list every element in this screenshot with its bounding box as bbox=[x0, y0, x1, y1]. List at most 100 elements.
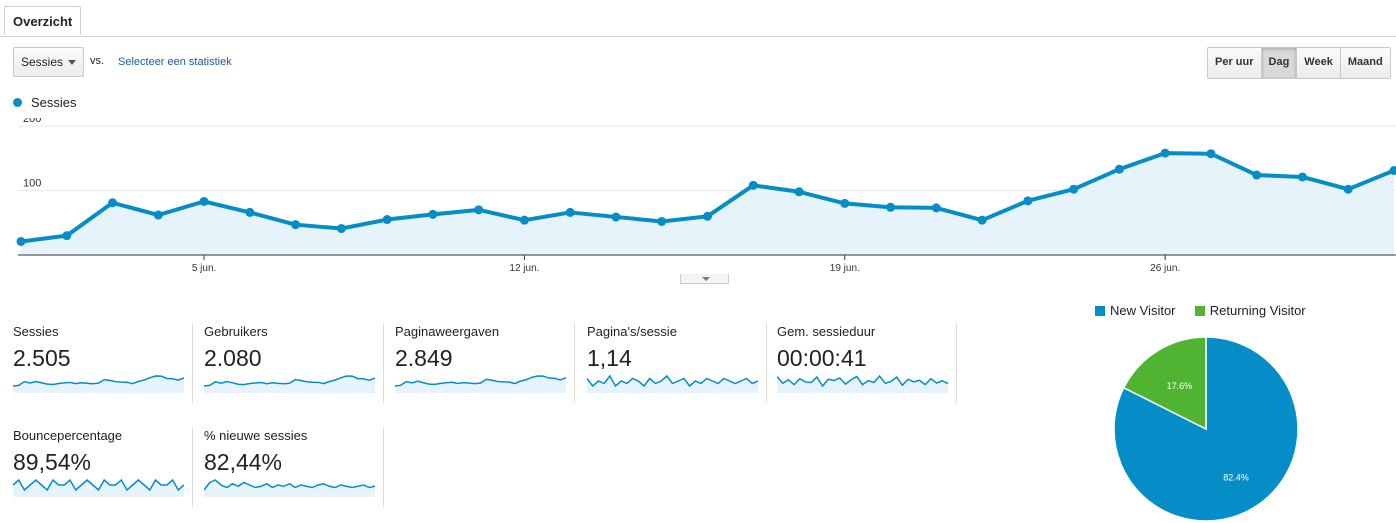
divider bbox=[383, 323, 384, 403]
divider bbox=[766, 323, 767, 403]
data-point bbox=[565, 207, 575, 217]
metric-value: 2.505 bbox=[13, 345, 71, 371]
metric-selector-label: Sessies bbox=[21, 55, 64, 69]
pie-slice-label: 82.4% bbox=[1223, 473, 1249, 483]
metric-value: 00:00:41 bbox=[777, 345, 867, 371]
chart-resize-handle[interactable] bbox=[680, 274, 729, 284]
data-point bbox=[886, 202, 896, 212]
legend-swatch-new-visitor bbox=[1095, 306, 1105, 316]
y-tick-label: 200 bbox=[23, 118, 41, 125]
data-point bbox=[977, 215, 987, 225]
data-point bbox=[108, 198, 118, 208]
chevron-down-icon bbox=[68, 60, 76, 65]
chart-legend: Sessies bbox=[13, 95, 77, 110]
data-point bbox=[382, 215, 392, 225]
legend-label-new-visitor: New Visitor bbox=[1110, 303, 1176, 318]
visitor-pie-chart: 82.4% 17.6% bbox=[1113, 336, 1299, 522]
x-tick-label: 19 jun. bbox=[830, 263, 860, 274]
sparkline-area bbox=[204, 480, 375, 497]
data-point bbox=[931, 203, 941, 213]
sparkline-area bbox=[395, 376, 566, 393]
metric-sparkline bbox=[204, 479, 375, 497]
metric-sparkline bbox=[204, 375, 375, 393]
data-point bbox=[1023, 196, 1033, 206]
legend-label-sessies: Sessies bbox=[31, 95, 77, 110]
metric-tile-bouncepercentage: Bouncepercentage 89,54% bbox=[13, 427, 193, 511]
x-tick-label: 12 jun. bbox=[509, 263, 539, 274]
period-button-hour[interactable]: Per uur bbox=[1208, 48, 1261, 78]
series-area bbox=[21, 153, 1394, 255]
data-point bbox=[199, 196, 209, 206]
divider bbox=[574, 323, 575, 403]
data-point bbox=[1114, 164, 1124, 174]
metric-tile-sessieduur: Gem. sessieduur 00:00:41 bbox=[777, 323, 957, 407]
data-point bbox=[1252, 170, 1262, 180]
metric-selector[interactable]: Sessies bbox=[13, 47, 84, 77]
divider bbox=[956, 323, 957, 403]
data-point bbox=[657, 216, 667, 226]
metric-label: Pagina's/sessie bbox=[587, 324, 677, 339]
period-toggle: Per uur Dag Week Maand bbox=[1207, 47, 1391, 79]
metric-tile-nieuwe-sessies: % nieuwe sessies 82,44% bbox=[204, 427, 384, 511]
sparkline-area bbox=[587, 376, 758, 393]
data-point bbox=[336, 224, 346, 234]
sparkline-area bbox=[13, 376, 184, 393]
y-tick-label: 100 bbox=[23, 178, 41, 190]
metric-sparkline bbox=[395, 375, 566, 393]
divider bbox=[192, 323, 193, 403]
metric-sparkline bbox=[13, 375, 184, 393]
triangle-down-icon bbox=[702, 277, 710, 281]
pie-slice bbox=[1122, 336, 1207, 431]
sparkline-line bbox=[587, 374, 758, 388]
period-button-month[interactable]: Maand bbox=[1339, 48, 1390, 78]
legend-dot-icon bbox=[13, 98, 22, 107]
data-point bbox=[1297, 172, 1307, 182]
legend-swatch-returning-visitor bbox=[1194, 306, 1205, 316]
legend-label-returning-visitor: Returning Visitor bbox=[1209, 303, 1306, 318]
sparkline-line bbox=[13, 375, 184, 387]
sparkline-area bbox=[777, 376, 948, 393]
select-metric-link[interactable]: Selecteer een statistiek bbox=[118, 56, 232, 68]
metric-value: 1,14 bbox=[587, 345, 632, 371]
period-button-week[interactable]: Week bbox=[1296, 48, 1340, 78]
metric-label: Sessies bbox=[13, 324, 59, 339]
metric-tile-paginas-per-sessie: Pagina's/sessie 1,14 bbox=[587, 323, 767, 407]
sparkline-line bbox=[13, 478, 184, 492]
sessions-line-chart: 100 200 5 jun. 12 jun. 19 jun. 26 jun. bbox=[16, 118, 1396, 274]
metric-sparkline bbox=[587, 374, 758, 393]
metric-tile-paginaweergaven: Paginaweergaven 2.849 bbox=[395, 323, 575, 407]
vs-label: vs. bbox=[90, 55, 105, 67]
pie-legend: New Visitor Returning Visitor bbox=[1095, 303, 1306, 318]
data-point bbox=[16, 236, 26, 246]
data-point bbox=[245, 207, 255, 217]
data-point bbox=[153, 210, 163, 220]
metric-label: Bouncepercentage bbox=[13, 428, 123, 443]
metric-label: Gem. sessieduur bbox=[777, 324, 876, 339]
data-point bbox=[428, 209, 438, 219]
metric-label: Gebruikers bbox=[204, 324, 268, 339]
data-point bbox=[1206, 149, 1216, 159]
data-point bbox=[703, 211, 712, 221]
metric-label: % nieuwe sessies bbox=[204, 428, 308, 443]
metric-tile-sessies: Sessies 2.505 bbox=[13, 323, 193, 407]
data-point bbox=[1069, 184, 1079, 194]
sparkline-line bbox=[204, 375, 375, 387]
metric-label: Paginaweergaven bbox=[395, 324, 500, 339]
data-point bbox=[611, 212, 621, 222]
sparkline-line bbox=[204, 479, 375, 491]
data-point bbox=[1389, 166, 1396, 176]
metric-sparkline bbox=[777, 374, 948, 393]
data-point bbox=[840, 198, 850, 208]
data-point bbox=[62, 231, 72, 241]
divider bbox=[192, 427, 193, 507]
metric-sparkline bbox=[13, 478, 184, 497]
x-tick-label: 26 jun. bbox=[1150, 263, 1180, 274]
pie-slice-label: 17.6% bbox=[1167, 381, 1193, 391]
x-tick-label: 5 jun. bbox=[192, 263, 216, 274]
data-point bbox=[291, 220, 301, 230]
data-point bbox=[1343, 184, 1353, 194]
data-point bbox=[519, 215, 529, 225]
tab-overview[interactable]: Overzicht bbox=[4, 6, 81, 35]
period-button-day[interactable]: Dag bbox=[1260, 48, 1297, 78]
metric-value: 2.849 bbox=[395, 345, 453, 371]
